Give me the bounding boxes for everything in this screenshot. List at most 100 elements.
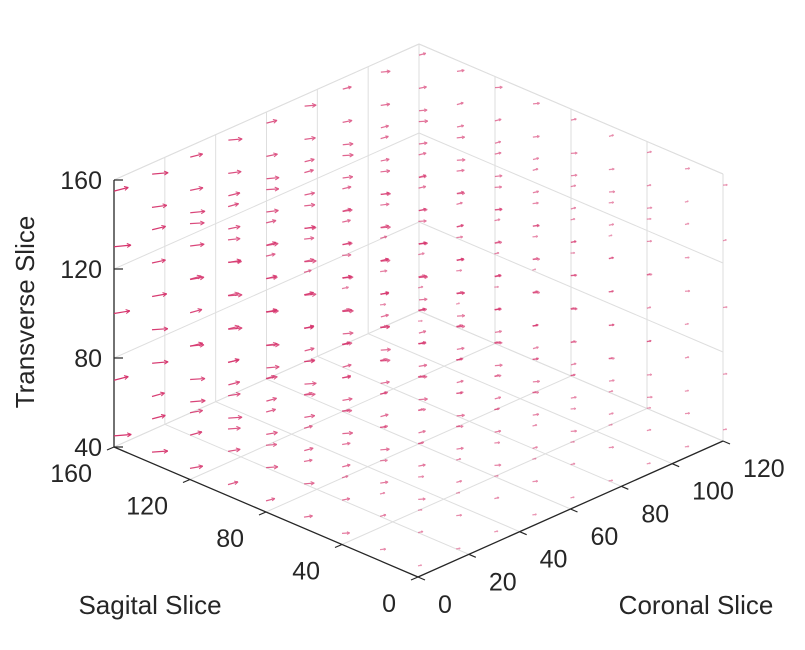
arrow-head bbox=[274, 188, 280, 192]
arrow-head bbox=[383, 303, 387, 305]
arrow-head bbox=[311, 393, 316, 397]
vector-arrow bbox=[494, 85, 503, 90]
vector-arrow bbox=[456, 491, 461, 494]
arrow-head bbox=[347, 375, 351, 378]
y-tick-label: 40 bbox=[540, 546, 568, 574]
arrow-head bbox=[310, 258, 314, 263]
arrow-head bbox=[386, 102, 391, 105]
arrow-head bbox=[273, 120, 278, 124]
vector-arrow bbox=[684, 356, 690, 359]
arrow-head bbox=[124, 376, 129, 380]
arrow-head bbox=[126, 432, 132, 435]
arrow-head bbox=[235, 380, 240, 383]
arrow-shaft bbox=[152, 361, 169, 364]
arrow-head bbox=[308, 391, 312, 394]
arrow-head bbox=[384, 257, 389, 260]
arrow-head bbox=[537, 101, 540, 104]
vector-arrow bbox=[494, 429, 502, 433]
vector-arrow bbox=[494, 396, 502, 400]
arrow-head bbox=[420, 508, 423, 511]
vector-arrow bbox=[494, 330, 502, 334]
grid-line-wall-z2 bbox=[113, 132, 420, 270]
y-tick-label: 100 bbox=[692, 478, 734, 506]
arrow-head bbox=[274, 208, 279, 211]
vector-arrow bbox=[418, 397, 428, 402]
arrow-head bbox=[346, 341, 350, 344]
vector-arrow bbox=[342, 253, 352, 258]
arrow-shaft bbox=[228, 381, 240, 386]
arrow-head bbox=[536, 157, 539, 159]
arrow-shaft bbox=[228, 225, 241, 230]
arrow-head bbox=[236, 169, 242, 173]
arrow-head bbox=[611, 201, 614, 203]
vector-arrow bbox=[342, 274, 352, 280]
vector-arrow bbox=[608, 356, 613, 360]
vector-arrow bbox=[570, 395, 577, 399]
arrow-head bbox=[235, 391, 241, 395]
arrow-head bbox=[272, 220, 277, 224]
arrow-head bbox=[309, 446, 314, 449]
arrow-head bbox=[162, 203, 167, 206]
arrow-shaft bbox=[380, 270, 388, 273]
vector-arrow bbox=[266, 275, 278, 281]
arrow-head bbox=[310, 202, 316, 206]
vector-arrow bbox=[494, 307, 501, 311]
vector-arrow bbox=[266, 119, 278, 124]
x-axis-line bbox=[113, 446, 419, 578]
vector-arrow bbox=[380, 235, 388, 239]
arrow-shaft bbox=[189, 275, 202, 280]
arrow-shaft bbox=[418, 142, 428, 145]
arrow-head bbox=[162, 292, 167, 295]
vector-arrow bbox=[265, 497, 276, 502]
arrow-head bbox=[198, 152, 203, 155]
vector-arrow bbox=[646, 462, 651, 465]
vector-arrow bbox=[646, 406, 652, 410]
y-tick-mark bbox=[468, 553, 477, 558]
arrow-head bbox=[345, 286, 349, 288]
arrow-head bbox=[312, 104, 317, 108]
arrow-head bbox=[385, 202, 390, 205]
arrow-shaft bbox=[342, 432, 353, 435]
arrow-head bbox=[310, 157, 315, 160]
arrow-shaft bbox=[342, 442, 351, 446]
arrow-shaft bbox=[304, 414, 315, 418]
arrow-head bbox=[234, 481, 239, 485]
arrow-head bbox=[498, 374, 502, 376]
arrow-head bbox=[199, 242, 205, 245]
vector-arrow bbox=[722, 372, 728, 375]
arrow-head bbox=[273, 275, 278, 278]
vector-arrow bbox=[608, 412, 614, 415]
arrow-head bbox=[161, 226, 166, 230]
arrow-head bbox=[198, 431, 203, 436]
arrow-head bbox=[496, 474, 499, 477]
arrow-shaft bbox=[380, 170, 390, 173]
arrow-shaft bbox=[228, 260, 242, 263]
vector-arrow bbox=[265, 219, 277, 224]
arrow-shaft bbox=[456, 136, 465, 139]
arrow-shaft bbox=[418, 208, 428, 212]
arrow-shaft bbox=[342, 254, 352, 256]
vector-arrow bbox=[265, 442, 278, 448]
arrow-head bbox=[385, 447, 390, 450]
arrow-head bbox=[311, 135, 316, 139]
vector-arrow bbox=[494, 374, 500, 377]
vector-arrow bbox=[417, 408, 424, 411]
vector-arrow bbox=[684, 256, 690, 259]
arrow-head bbox=[160, 391, 165, 394]
arrow-head bbox=[238, 138, 243, 142]
arrow-shaft bbox=[380, 348, 391, 351]
vector-arrow bbox=[379, 513, 387, 517]
arrow-head bbox=[236, 192, 241, 197]
arrow-head bbox=[310, 236, 315, 239]
arrow-shaft bbox=[189, 409, 203, 414]
vector-arrow bbox=[456, 479, 463, 483]
vector-arrow bbox=[380, 480, 389, 485]
arrow-shaft bbox=[227, 292, 239, 297]
vector-arrow bbox=[303, 514, 313, 519]
arrow-head bbox=[422, 429, 426, 432]
arrow-shaft bbox=[189, 344, 205, 347]
arrow-shaft bbox=[418, 242, 427, 245]
vector-arrow bbox=[304, 135, 316, 141]
vector-arrow bbox=[532, 479, 539, 483]
arrow-head bbox=[384, 391, 388, 393]
